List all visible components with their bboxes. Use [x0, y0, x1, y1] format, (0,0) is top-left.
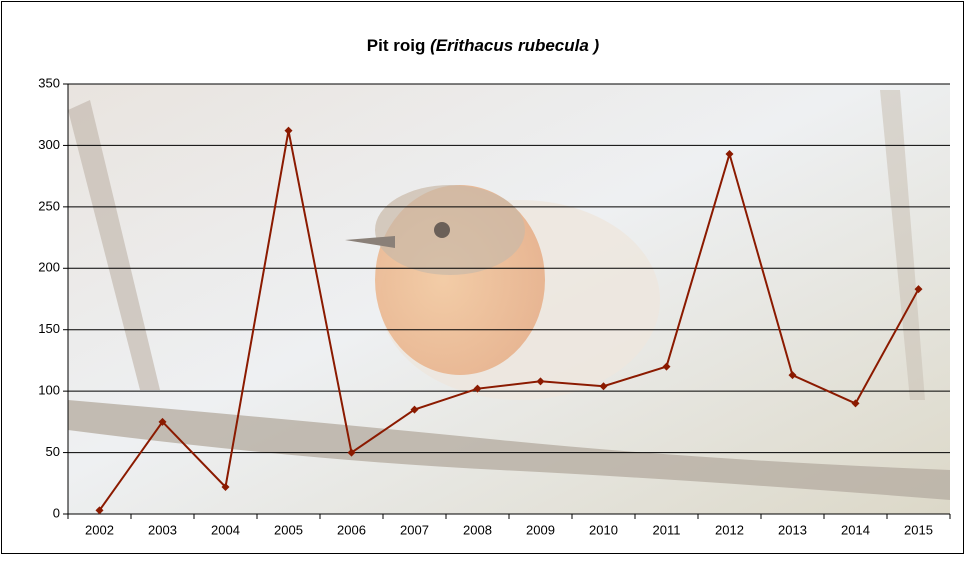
title-species: (Erithacus rubecula ): [430, 36, 599, 55]
y-tick-label: 200: [38, 260, 60, 275]
x-tick-label: 2008: [463, 522, 492, 537]
x-tick-label: 2006: [337, 522, 366, 537]
x-tick-label: 2005: [274, 522, 303, 537]
x-tick-label: 2004: [211, 522, 240, 537]
x-tick-label: 2013: [778, 522, 807, 537]
x-tick-label: 2003: [148, 522, 177, 537]
x-tick-label: 2012: [715, 522, 744, 537]
y-tick-label: 350: [38, 75, 60, 90]
x-tick-label: 2002: [85, 522, 114, 537]
y-tick-label: 0: [53, 505, 60, 520]
background-photo: [68, 84, 950, 514]
x-tick-label: 2015: [904, 522, 933, 537]
x-tick-label: 2014: [841, 522, 870, 537]
y-tick-label: 250: [38, 198, 60, 213]
chart-title: Pit roig (Erithacus rubecula ): [367, 36, 600, 55]
x-tick-label: 2007: [400, 522, 429, 537]
y-tick-label: 50: [46, 444, 60, 459]
y-tick-label: 150: [38, 321, 60, 336]
chart: Pit roig (Erithacus rubecula ) 0 50 100 150…: [0, 0, 966, 556]
x-tick-label: 2009: [526, 522, 555, 537]
x-tick-label: 2011: [653, 522, 681, 537]
y-tick-label: 100: [38, 383, 60, 398]
y-tick-label: 300: [38, 137, 60, 152]
title-main: Pit roig: [367, 36, 426, 55]
x-tick-label: 2010: [589, 522, 618, 537]
